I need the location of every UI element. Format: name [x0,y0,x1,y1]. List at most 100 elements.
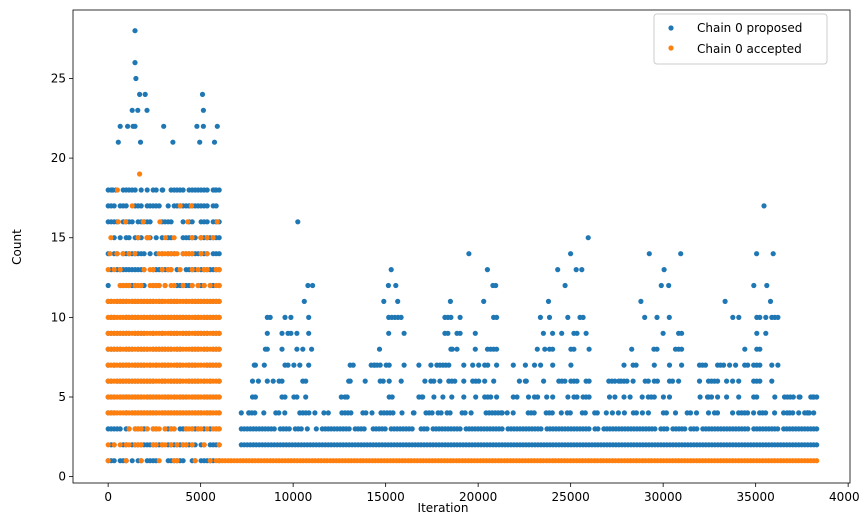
data-point [132,60,138,66]
data-point [306,362,312,368]
data-point [346,378,352,384]
data-point [764,282,770,289]
data-point [214,219,220,225]
data-point [642,314,648,320]
data-point [132,28,138,34]
data-point [510,394,516,400]
data-point [197,139,203,145]
data-point [660,394,667,400]
data-point [784,410,790,416]
data-point [562,282,568,289]
plot-background [73,10,850,483]
data-point [621,410,628,416]
data-point [440,394,446,400]
data-point [790,394,796,400]
data-point [757,314,763,320]
data-point [216,330,222,336]
plot-frame [72,9,851,484]
data-point [585,235,591,241]
data-point [494,362,500,368]
data-point [814,426,820,432]
data-point [189,282,195,289]
data-point [126,282,132,289]
data-point [494,394,500,400]
data-point [386,378,392,384]
data-point [120,251,126,257]
data-point [252,410,258,416]
data-point [462,410,468,416]
data-point [484,267,490,273]
data-point [705,410,712,416]
data-point [717,362,724,368]
data-point [388,267,394,273]
data-point [174,458,180,464]
data-point [105,442,111,448]
data-point [198,426,204,432]
data-point [156,282,162,289]
data-point [192,458,198,464]
legend-label-accepted: Chain 0 accepted [697,42,802,56]
data-point [144,107,150,113]
data-point [386,362,392,368]
data-point [200,123,206,129]
data-point [751,282,757,289]
data-point [493,282,499,289]
data-point [125,123,131,129]
y-tick-label: 25 [51,71,66,85]
data-point [537,314,544,320]
data-point [742,346,748,352]
data-point [390,410,396,416]
data-point [204,219,210,225]
data-point [429,410,435,416]
data-point [639,394,645,400]
data-point [454,346,460,352]
data-point [461,394,467,400]
data-point [138,458,144,464]
data-point [291,362,297,368]
data-point [763,314,769,320]
data-point [775,426,781,432]
data-point [693,410,700,416]
data-point [189,442,195,448]
data-point [279,330,285,336]
data-point [142,91,148,97]
data-point [262,346,268,352]
data-point [420,394,426,400]
data-point [117,123,123,129]
data-point [200,107,206,113]
data-point [514,394,520,400]
data-point [171,282,177,289]
data-point [261,410,267,416]
data-point [666,314,672,320]
data-point [535,394,541,400]
data-point [574,330,580,336]
data-point [216,426,222,432]
data-point [183,442,189,448]
data-point [210,235,216,241]
data-point [294,330,300,336]
data-point [216,298,222,304]
data-point [313,426,319,432]
data-point [146,235,152,241]
data-point [180,458,186,464]
y-tick-label: 20 [51,151,66,165]
data-point [679,362,685,368]
points-layer [105,28,820,464]
data-point [624,378,630,384]
data-point [499,410,505,416]
data-point [810,394,816,400]
data-point [198,235,204,241]
data-point [386,330,392,336]
data-point [491,378,497,384]
data-point [156,426,162,432]
data-point [582,410,588,416]
data-point [482,378,488,384]
data-point [177,203,183,209]
data-point [171,426,177,432]
data-point [736,394,742,400]
data-point [188,203,194,209]
data-point [135,235,141,241]
data-point [282,314,288,320]
data-point [457,330,463,336]
data-point [633,362,639,368]
